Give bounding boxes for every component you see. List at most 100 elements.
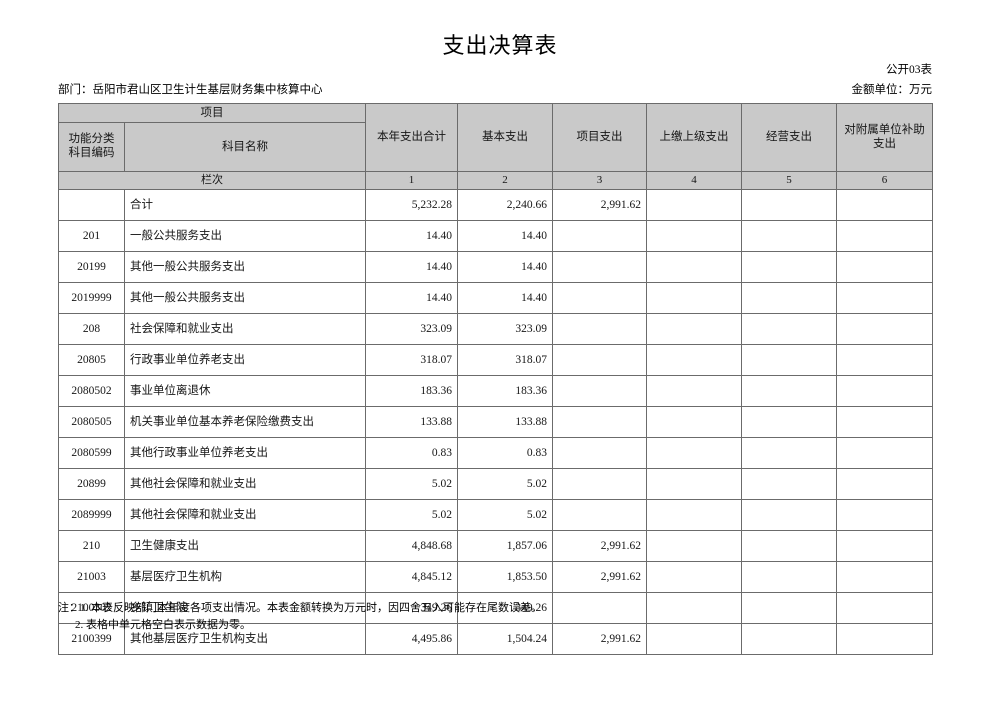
cell-subject-name: 其他基层医疗卫生机构支出 (124, 623, 366, 655)
cell-operating (741, 592, 837, 624)
form-number: 公开03表 (886, 64, 932, 76)
table-row: 2089999 其他社会保障和就业支出 5.02 5.02 (58, 499, 933, 531)
cell-project (552, 468, 647, 500)
note-line-1: 注：1. 本表反映部门本年度各项支出情况。本表金额转换为万元时，因四舍五入可能存… (58, 602, 542, 614)
cell-subsidy-affiliated (836, 437, 933, 469)
cell-function-code: 2100302 (58, 592, 125, 624)
cell-subject-name: 行政事业单位养老支出 (124, 344, 366, 376)
table-body: 合计 5,232.28 2,240.66 2,991.62 201 一般公共服务支出 14.… (58, 189, 933, 655)
cell-subject-name: 其他行政事业单位养老支出 (124, 437, 366, 469)
cell-remit-upper (646, 220, 742, 252)
table-row: 201 一般公共服务支出 14.40 14.40 (58, 220, 933, 252)
header-col-basic: 基本支出 (457, 103, 553, 172)
cell-project (552, 220, 647, 252)
note-line-2: 2. 表格中单元格空白表示数据为零。 (75, 619, 251, 632)
cell-project (552, 313, 647, 345)
cell-function-code: 20199 (58, 251, 125, 283)
table-row: 合计 5,232.28 2,240.66 2,991.62 (58, 189, 933, 221)
amount-unit: 金额单位：万元 (851, 84, 933, 96)
table-row: 21003 基层医疗卫生机构 4,845.12 1,853.50 2,991.62 (58, 561, 933, 593)
cell-subsidy-affiliated (836, 220, 933, 252)
cell-function-code: 20805 (58, 344, 125, 376)
cell-project (552, 282, 647, 314)
table-row: 20805 行政事业单位养老支出 318.07 318.07 (58, 344, 933, 376)
colnum-5: 5 (741, 171, 837, 190)
cell-remit-upper (646, 313, 742, 345)
table-row: 2080599 其他行政事业单位养老支出 0.83 0.83 (58, 437, 933, 469)
cell-operating (741, 468, 837, 500)
cell-subsidy-affiliated (836, 313, 933, 345)
cell-function-code: 201 (58, 220, 125, 252)
cell-subsidy-affiliated (836, 530, 933, 562)
cell-total: 4,495.86 (365, 623, 458, 655)
colnum-6: 6 (836, 171, 933, 190)
cell-subsidy-affiliated (836, 189, 933, 221)
cell-project (552, 344, 647, 376)
cell-operating (741, 623, 837, 655)
cell-project (552, 375, 647, 407)
cell-remit-upper (646, 437, 742, 469)
cell-subsidy-affiliated (836, 592, 933, 624)
cell-remit-upper (646, 530, 742, 562)
cell-remit-upper (646, 344, 742, 376)
cell-subject-name: 一般公共服务支出 (124, 220, 366, 252)
cell-subject-name: 机关事业单位基本养老保险缴费支出 (124, 406, 366, 438)
cell-operating (741, 406, 837, 438)
table-row: 20899 其他社会保障和就业支出 5.02 5.02 (58, 468, 933, 500)
cell-function-code: 20899 (58, 468, 125, 500)
header-col-subsidy-affiliated: 对附属单位补助支出 (836, 103, 933, 172)
cell-function-code (58, 189, 125, 221)
cell-total: 14.40 (365, 220, 458, 252)
cell-subject-name: 合计 (124, 189, 366, 221)
cell-total: 323.09 (365, 313, 458, 345)
cell-total: 183.36 (365, 375, 458, 407)
cell-basic: 183.36 (457, 375, 553, 407)
cell-remit-upper (646, 375, 742, 407)
cell-total: 14.40 (365, 282, 458, 314)
cell-total: 14.40 (365, 251, 458, 283)
cell-remit-upper (646, 623, 742, 655)
header-col-total: 本年支出合计 (365, 103, 458, 172)
cell-subject-name: 卫生健康支出 (124, 530, 366, 562)
cell-subject-name: 其他社会保障和就业支出 (124, 468, 366, 500)
cell-subsidy-affiliated (836, 344, 933, 376)
cell-subject-name: 社会保障和就业支出 (124, 313, 366, 345)
cell-operating (741, 251, 837, 283)
cell-function-code: 2080599 (58, 437, 125, 469)
cell-operating (741, 282, 837, 314)
cell-remit-upper (646, 251, 742, 283)
page-title: 支出决算表 (442, 33, 558, 58)
cell-function-code: 2089999 (58, 499, 125, 531)
cell-total: 133.88 (365, 406, 458, 438)
cell-remit-upper (646, 468, 742, 500)
header-group-project: 项目 (58, 103, 366, 123)
cell-operating (741, 344, 837, 376)
cell-project (552, 251, 647, 283)
table-row: 2080502 事业单位离退休 183.36 183.36 (58, 375, 933, 407)
cell-operating (741, 220, 837, 252)
cell-subsidy-affiliated (836, 468, 933, 500)
cell-basic: 1,857.06 (457, 530, 553, 562)
cell-subsidy-affiliated (836, 499, 933, 531)
cell-remit-upper (646, 282, 742, 314)
cell-subject-name: 基层医疗卫生机构 (124, 561, 366, 593)
header-col-subject-name: 科目名称 (124, 122, 366, 172)
header-row-group: 项目 本年支出合计 基本支出 项目支出 上缴上级支出 经营支出 对附属单位补助支… (58, 103, 933, 172)
cell-subsidy-affiliated (836, 251, 933, 283)
cell-total: 318.07 (365, 344, 458, 376)
cell-project: 2,991.62 (552, 189, 647, 221)
cell-total: 4,845.12 (365, 561, 458, 593)
header-col-project: 项目支出 (552, 103, 647, 172)
table-row: 208 社会保障和就业支出 323.09 323.09 (58, 313, 933, 345)
cell-basic: 349.26 (457, 592, 553, 624)
cell-basic: 14.40 (457, 282, 553, 314)
cell-function-code: 2100399 (58, 623, 125, 655)
cell-function-code: 210 (58, 530, 125, 562)
colnum-4: 4 (646, 171, 742, 190)
table-row: 210 卫生健康支出 4,848.68 1,857.06 2,991.62 (58, 530, 933, 562)
cell-subject-name: 其他社会保障和就业支出 (124, 499, 366, 531)
colnum-3: 3 (552, 171, 647, 190)
cell-project: 2,991.62 (552, 623, 647, 655)
cell-remit-upper (646, 406, 742, 438)
